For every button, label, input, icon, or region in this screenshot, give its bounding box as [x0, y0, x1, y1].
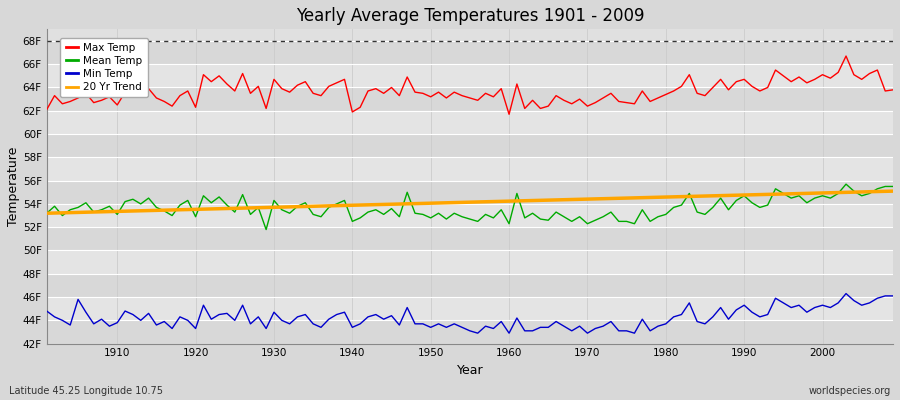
Legend: Max Temp, Mean Temp, Min Temp, 20 Yr Trend: Max Temp, Mean Temp, Min Temp, 20 Yr Tre…	[60, 38, 148, 98]
Bar	[47, 297, 893, 320]
Bar	[47, 41, 893, 64]
Bar	[47, 64, 893, 88]
Bar	[47, 320, 893, 344]
Title: Yearly Average Temperatures 1901 - 2009: Yearly Average Temperatures 1901 - 2009	[295, 7, 644, 25]
Text: worldspecies.org: worldspecies.org	[809, 386, 891, 396]
Bar	[47, 157, 893, 181]
Bar	[47, 250, 893, 274]
Bar	[47, 134, 893, 157]
Bar	[47, 204, 893, 227]
Bar	[47, 181, 893, 204]
Bar	[47, 274, 893, 297]
Bar	[47, 88, 893, 111]
Bar	[47, 111, 893, 134]
Y-axis label: Temperature: Temperature	[7, 147, 20, 226]
Text: Latitude 45.25 Longitude 10.75: Latitude 45.25 Longitude 10.75	[9, 386, 163, 396]
X-axis label: Year: Year	[456, 364, 483, 377]
Bar	[47, 227, 893, 250]
